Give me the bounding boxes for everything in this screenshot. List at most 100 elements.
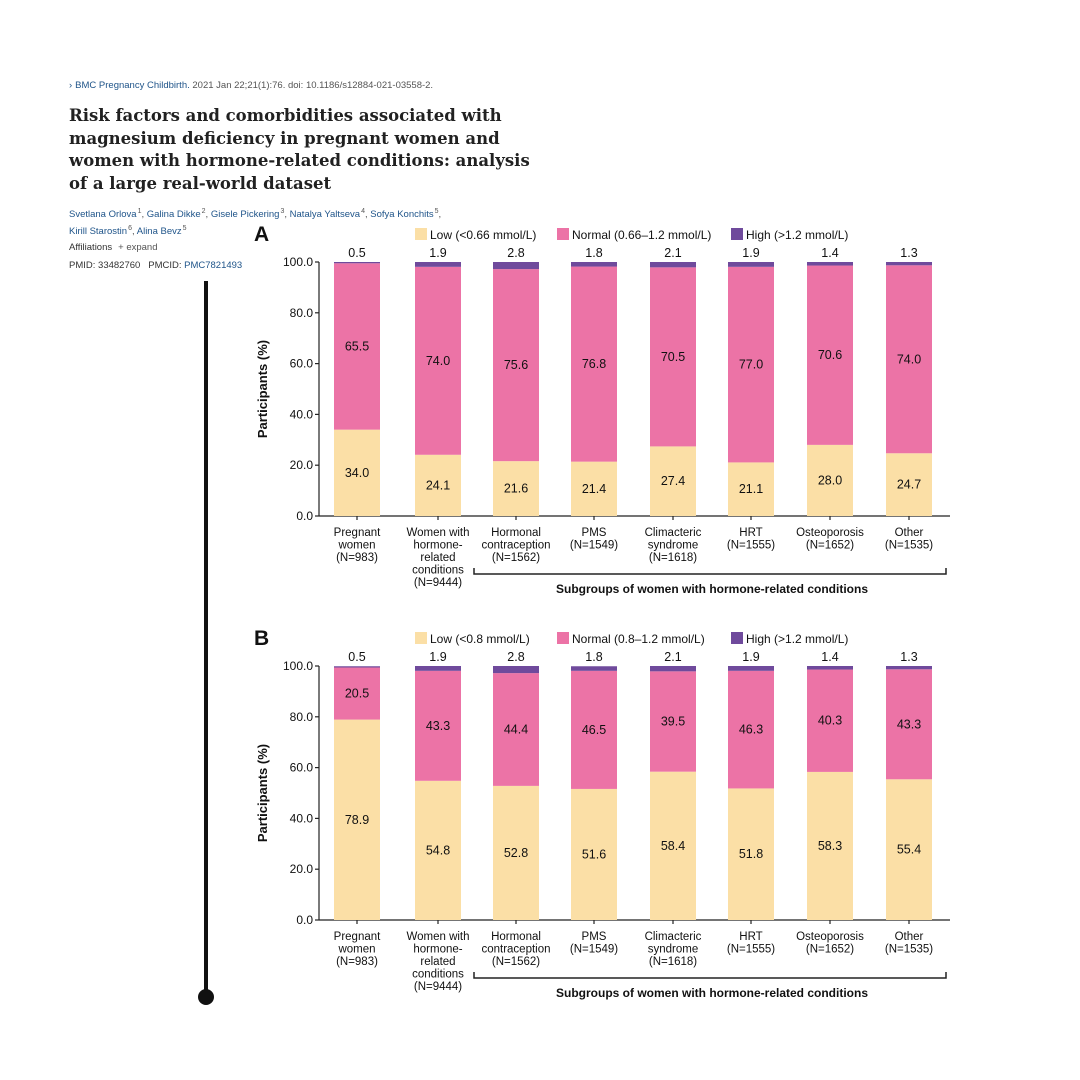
bar-segment-high: [334, 262, 380, 264]
data-label-high: 1.4: [821, 246, 838, 260]
bar-segment-low: [650, 771, 696, 920]
bar-segment-low: [886, 453, 932, 516]
data-label-low: 52.8: [504, 846, 528, 860]
x-tick-label: hormone-: [413, 944, 462, 956]
bar-segment-high: [886, 262, 932, 266]
bar-segment-normal: [728, 266, 774, 463]
data-label-low: 21.6: [504, 482, 528, 496]
x-tick-label: contraception: [481, 944, 550, 956]
legend-swatch: [731, 228, 743, 240]
bar-segment-high: [493, 666, 539, 674]
x-tick-label: Pregnant: [334, 527, 381, 539]
y-tick-label: 80.0: [290, 306, 314, 320]
author-affiliation-number[interactable]: 5: [434, 208, 439, 215]
data-label-high: 1.8: [585, 246, 602, 260]
data-label-low: 51.6: [582, 847, 606, 861]
data-label-low: 58.3: [818, 839, 842, 853]
legend-label: Low (<0.66 mmol/L): [430, 228, 536, 242]
x-tick-label: Women with: [406, 931, 469, 943]
x-tick-label: related: [420, 956, 455, 968]
x-tick-label: Hormonal: [491, 527, 541, 539]
data-label-high: 2.8: [507, 246, 524, 260]
legend-swatch: [557, 632, 569, 644]
bar-segment-low: [650, 446, 696, 516]
article-title: Risk factors and comorbidities associate…: [69, 106, 530, 193]
data-label-normal: 44.4: [504, 723, 528, 737]
y-tick-label: 100.0: [283, 255, 313, 269]
x-tick-label: Pregnant: [334, 931, 381, 943]
data-label-normal: 74.0: [897, 352, 921, 366]
bar-segment-low: [415, 780, 461, 920]
bar-segment-normal: [807, 265, 853, 445]
bar-segment-low: [493, 461, 539, 516]
y-axis-label: Participants (%): [255, 744, 270, 842]
data-label-high: 2.1: [664, 650, 681, 664]
data-label-high: 1.8: [585, 650, 602, 664]
x-tick-label: Osteoporosis: [796, 527, 864, 539]
affiliations-toggle[interactable]: Affiliations + expand: [69, 242, 158, 253]
author-link[interactable]: Kirill Starostin: [69, 226, 128, 238]
expand-button[interactable]: + expand: [118, 242, 158, 253]
x-tick-label: HRT: [739, 931, 762, 943]
pmcid-label: PMCID:: [148, 260, 182, 271]
data-label-low: 51.8: [739, 847, 763, 861]
bar-segment-high: [886, 666, 932, 670]
identifiers: PMID: 33482760 PMCID: PMC7821493: [69, 260, 242, 271]
x-tick-label: syndrome: [648, 944, 699, 956]
y-tick-label: 20.0: [290, 862, 314, 876]
x-tick-label: (N=9444): [414, 577, 462, 589]
bar-segment-low: [571, 461, 617, 516]
author-affiliation-number[interactable]: 4: [361, 208, 365, 215]
x-tick-label: Climacteric: [645, 931, 702, 943]
data-label-normal: 65.5: [345, 339, 369, 353]
y-tick-label: 60.0: [290, 761, 314, 775]
bar-segment-high: [571, 262, 617, 267]
bar-segment-normal: [728, 670, 774, 789]
author-affiliation-number[interactable]: 5: [182, 225, 187, 233]
author-link[interactable]: Sofya Konchits: [370, 209, 434, 221]
bar-segment-high: [650, 262, 696, 268]
data-label-normal: 20.5: [345, 687, 369, 701]
bar-segment-high: [650, 666, 696, 672]
journal-link[interactable]: BMC Pregnancy Childbirth.: [75, 80, 190, 91]
author-link[interactable]: Gisele Pickering: [210, 209, 280, 221]
author-affiliation-number[interactable]: 1: [137, 208, 142, 215]
y-tick-label: 40.0: [290, 811, 314, 825]
bar-segment-low: [415, 454, 461, 516]
bar-segment-high: [571, 666, 617, 671]
author-link[interactable]: Galina Dikke: [146, 209, 201, 221]
data-label-high: 1.9: [742, 650, 759, 664]
legend-swatch: [731, 632, 743, 644]
data-label-low: 21.1: [739, 482, 763, 496]
data-label-high: 1.4: [821, 650, 838, 664]
subgroup-bracket-label: Subgroups of women with hormone-related …: [556, 582, 868, 596]
bar-segment-high: [728, 666, 774, 671]
pmcid-link[interactable]: PMC7821493: [184, 260, 243, 271]
author-affiliation-number[interactable]: 3: [280, 208, 285, 215]
bar-segment-low: [571, 788, 617, 920]
author-link[interactable]: Natalya Yaltseva: [289, 209, 361, 221]
x-tick-label: (N=1618): [649, 552, 697, 564]
panel-label: B: [254, 627, 269, 650]
x-tick-label: Hormonal: [491, 931, 541, 943]
author-link[interactable]: Alina Bevz: [136, 226, 182, 238]
bar-segment-normal: [571, 266, 617, 462]
legend-label: Low (<0.8 mmol/L): [430, 632, 530, 646]
affiliations-label: Affiliations: [69, 242, 113, 253]
bar-segment-normal: [334, 667, 380, 720]
author-affiliation-number[interactable]: 2: [201, 208, 206, 215]
x-tick-label: (N=983): [336, 956, 378, 968]
data-label-normal: 39.5: [661, 714, 685, 728]
author-link[interactable]: Svetlana Orlova: [69, 209, 137, 221]
y-axis-label: Participants (%): [255, 340, 270, 438]
data-label-high: 1.3: [900, 650, 917, 664]
data-label-high: 1.3: [900, 246, 917, 260]
x-tick-label: women: [337, 540, 375, 552]
data-label-low: 27.4: [661, 474, 685, 488]
subgroup-bracket-label: Subgroups of women with hormone-related …: [556, 986, 868, 1000]
author-affiliation-number[interactable]: 6: [128, 225, 132, 233]
data-label-low: 34.0: [345, 466, 369, 480]
citation-line: › BMC Pregnancy Childbirth. 2021 Jan 22;2…: [69, 80, 433, 91]
x-tick-label: (N=9444): [414, 981, 462, 993]
bar-segment-normal: [571, 670, 617, 789]
